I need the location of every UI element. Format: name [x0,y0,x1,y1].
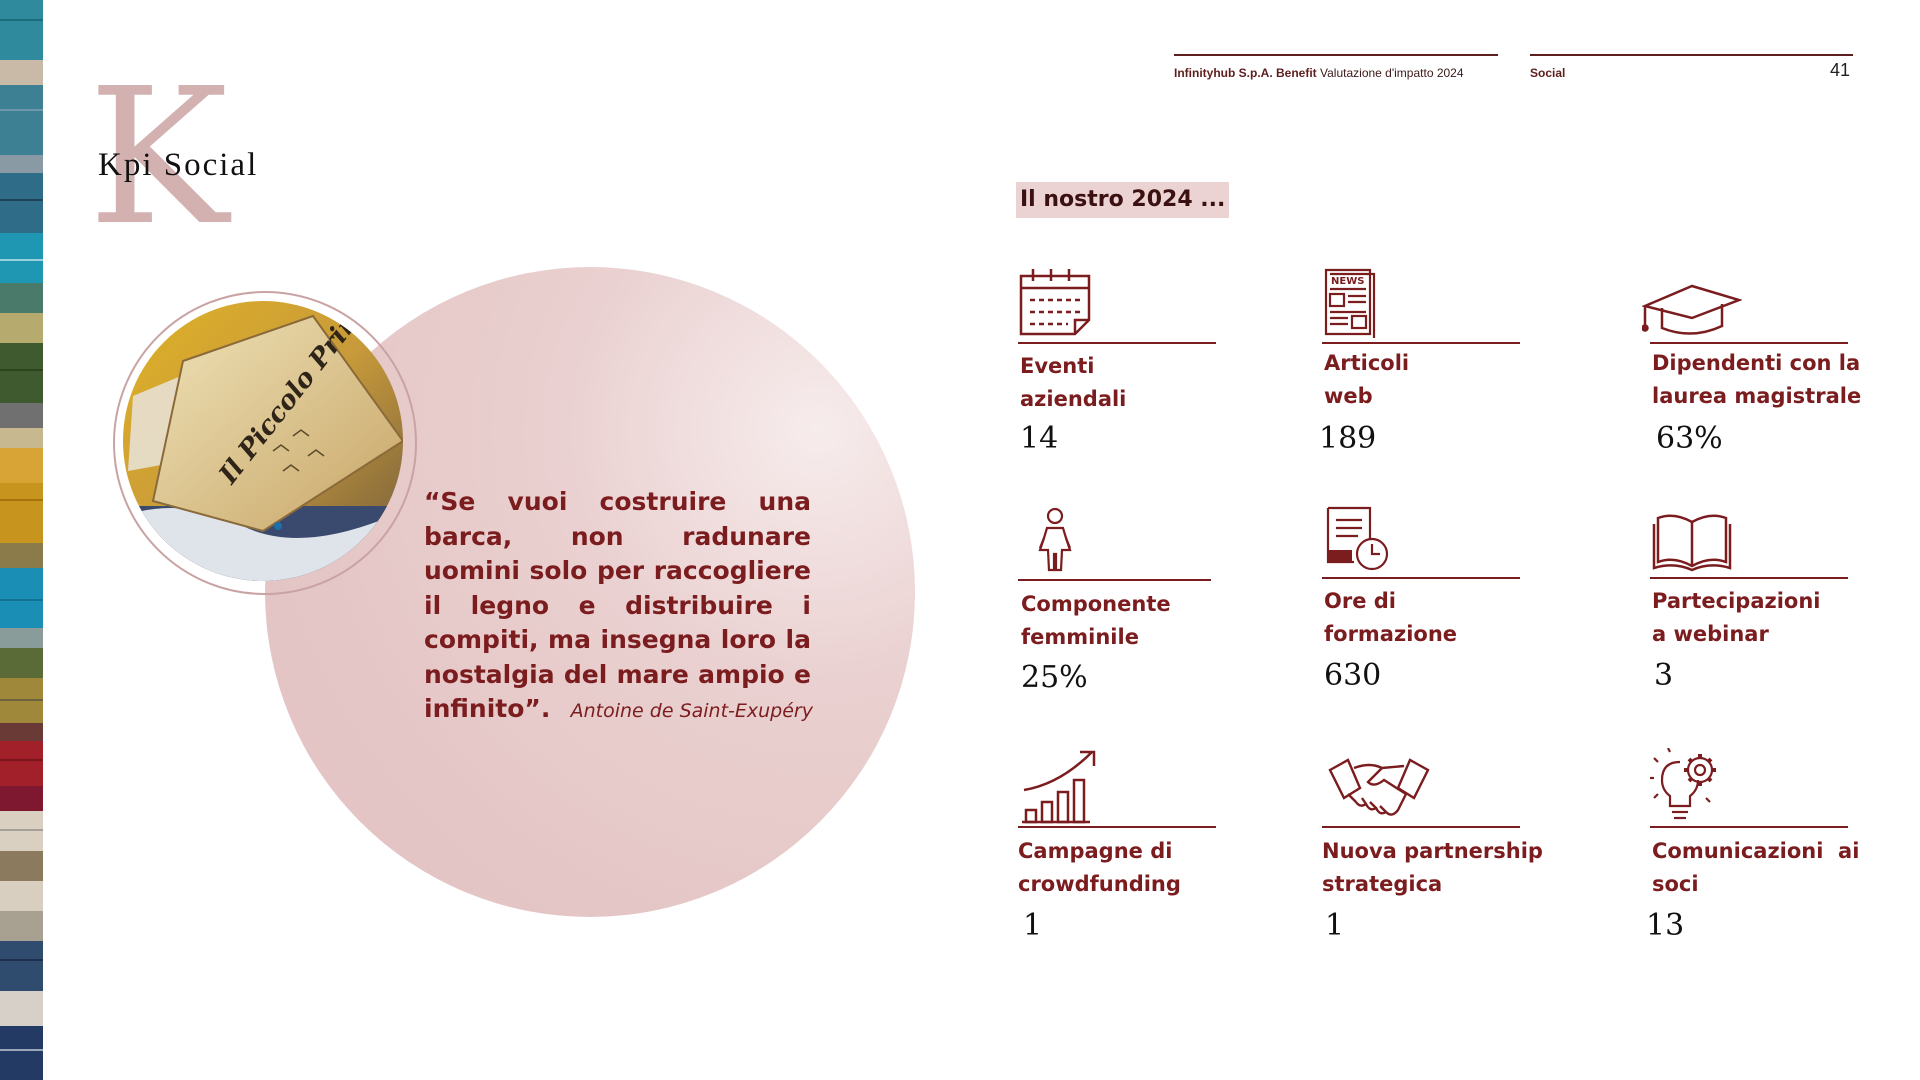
page-title: Kpi Social [98,147,259,183]
header-rule-right [1530,54,1853,56]
handshake-icon [1328,758,1430,816]
kpi-label: Dipendenti con la laurea magistrale [1652,351,1862,408]
header-company: Infinityhub S.p.A. Benefit [1174,66,1317,80]
book-photo: Il Piccolo Principe [123,301,403,581]
header-report: Valutazione d'impatto 2024 [1320,66,1464,80]
kpi-rule [1650,577,1848,579]
graduation-cap-icon [1642,284,1742,335]
quote-text: “Se vuoi costruire una barca, non raduna… [424,487,811,723]
decorative-stripe [0,0,43,1080]
kpi-value: 1 [1325,908,1345,943]
kpi-label: Ore di formazione [1324,589,1458,646]
book-photo-image: Il Piccolo Principe [123,301,403,581]
calendar-icon [1019,269,1091,336]
kpi-rule [1322,826,1520,828]
photo-ring [113,291,417,595]
document-clock-icon [1326,506,1389,571]
news-icon: NEWS [1324,268,1376,338]
title-initial: K [88,48,229,267]
kpi-rule [1322,577,1520,579]
kpi-rule [1018,826,1216,828]
header-rule-left [1174,54,1498,56]
kpi-value: 25% [1021,660,1088,695]
kpi-rule [1650,826,1848,828]
kpi-label: Campagne di crowdfunding [1018,839,1181,896]
kpi-label: Articoli web [1324,351,1410,408]
kpi-value: 1 [1023,908,1043,943]
quote-author: Antoine de Saint-Exupéry [570,700,813,722]
header-report-info: Infinityhub S.p.A. Benefit Valutazione d… [1174,66,1464,80]
kpi-label: Componente femminile [1021,592,1171,649]
kpi-rule [1650,342,1848,344]
kpi-rule [1018,579,1211,581]
page-number: 41 [1830,60,1851,80]
kpi-label: Comunicazioni ai soci [1652,839,1860,896]
open-book-icon [1652,514,1732,572]
kpi-label: Partecipazioni a webinar [1652,589,1821,646]
svg-text:NEWS: NEWS [1331,276,1364,287]
kpi-value: 189 [1319,421,1377,456]
header-section: Social [1530,66,1566,80]
kpis-heading: Il nostro 2024 ... [1016,182,1230,218]
woman-icon [1038,508,1072,572]
kpi-rule [1322,342,1520,344]
kpi-value: 63% [1656,421,1723,456]
lightbulb-gear-icon [1650,748,1716,820]
kpi-value: 13 [1646,908,1685,943]
kpi-rule [1018,342,1216,344]
kpi-value: 630 [1324,658,1382,693]
kpi-label: Nuova partnership strategica [1322,839,1543,896]
kpi-value: 14 [1020,421,1059,456]
kpi-label: Eventi aziendali [1020,354,1127,411]
kpi-value: 3 [1654,658,1674,693]
growth-chart-icon [1022,750,1096,824]
